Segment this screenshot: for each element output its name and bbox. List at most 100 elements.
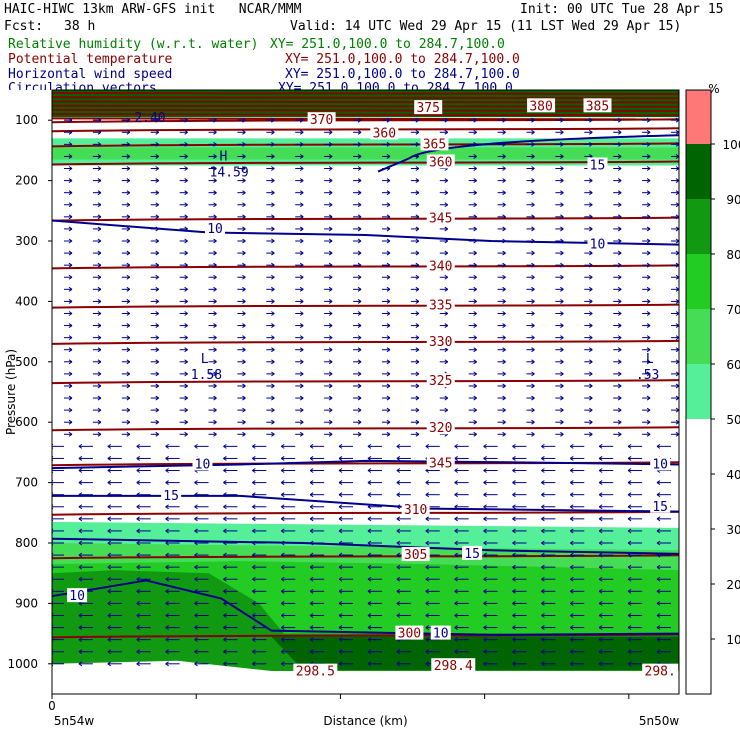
vector-head — [242, 347, 246, 353]
vector-head — [367, 576, 372, 582]
vector-head — [502, 286, 506, 292]
vector-head — [415, 359, 420, 365]
vector-head — [107, 540, 112, 546]
vector-head — [155, 166, 159, 171]
vector-head — [242, 166, 246, 171]
vector-head — [598, 600, 603, 606]
vector-head — [560, 274, 564, 280]
vector-head — [184, 274, 188, 280]
vector-head — [299, 395, 304, 401]
vector-head — [502, 202, 506, 208]
field-wind-name: Horizontal wind speed — [8, 67, 173, 82]
vector-head — [367, 552, 372, 558]
vector-head — [367, 528, 372, 534]
vector-head — [357, 238, 362, 244]
colorbar-tick-label: 100 — [723, 138, 740, 152]
vector-head — [589, 178, 593, 184]
vector-head — [531, 311, 535, 316]
vector-head — [194, 637, 198, 643]
vector-head — [126, 395, 131, 401]
vector-head — [299, 383, 304, 389]
vector-head — [213, 141, 217, 147]
vector-head — [560, 286, 564, 292]
vector-head — [656, 613, 661, 618]
vector-head — [589, 274, 593, 280]
vector-head — [415, 371, 420, 377]
vector-head — [541, 613, 545, 618]
vector-head — [271, 274, 275, 280]
vector-head — [396, 661, 401, 667]
vector-head — [223, 540, 227, 546]
vector-head — [223, 516, 227, 522]
theta-line-upper — [52, 113, 679, 117]
vector-head — [68, 298, 73, 304]
vector-head — [97, 141, 102, 147]
vector-head — [589, 371, 593, 377]
vector-head — [280, 613, 285, 618]
vector-head — [68, 129, 73, 135]
vector-head — [415, 347, 420, 353]
vector-head — [357, 431, 362, 437]
colorbar-tick-label: 40 — [726, 468, 740, 482]
vector-head — [328, 419, 333, 425]
vector-head — [454, 600, 458, 606]
vector-head — [271, 202, 275, 208]
wind-label: 15 — [652, 500, 668, 515]
theta-label-bg — [431, 658, 476, 673]
vector-head — [646, 141, 651, 147]
vector-head — [242, 117, 246, 123]
vector-head — [617, 431, 622, 437]
vector-head — [512, 588, 516, 594]
vector-head — [299, 178, 304, 184]
vector-head — [656, 588, 661, 594]
theta-label-bg — [426, 154, 455, 169]
vector-head — [213, 347, 217, 353]
vector-head — [617, 141, 622, 147]
plot-frame — [51, 89, 680, 695]
theta-label: 360 — [373, 126, 396, 141]
vector-head — [560, 226, 564, 232]
vector-head — [155, 250, 159, 256]
vector-head — [280, 516, 285, 522]
vector-head — [328, 359, 333, 365]
vector-head — [271, 335, 275, 341]
vector-head — [473, 202, 477, 208]
vector-head — [415, 311, 420, 316]
y-tick-label: 800 — [15, 536, 38, 550]
colorbar-bin — [686, 254, 711, 309]
wind-line-jet-tail — [377, 157, 410, 173]
vector-head — [473, 226, 477, 232]
vector-head — [184, 383, 188, 389]
vector-head — [280, 540, 285, 546]
y-axis-label: Pressure (hPa) — [4, 349, 18, 435]
vector-head — [454, 564, 458, 570]
vector-head — [338, 661, 343, 667]
vector-head — [386, 202, 391, 208]
vector-head — [560, 431, 564, 437]
vector-head — [242, 202, 246, 208]
vector-head — [444, 347, 449, 353]
vector-head — [328, 154, 333, 159]
vector-head — [425, 540, 430, 546]
y-tick-label: 600 — [15, 415, 38, 429]
theta-label-bg — [426, 455, 455, 470]
vector-head — [415, 141, 420, 147]
theta-label: 305 — [404, 548, 427, 563]
vector-head — [386, 323, 391, 328]
vector-head — [97, 347, 102, 353]
vector-head — [570, 600, 574, 606]
vector-head — [627, 468, 632, 473]
vector-head — [646, 214, 651, 220]
vector-head — [213, 383, 217, 389]
y-tick-label: 500 — [15, 355, 38, 369]
vector-head — [271, 371, 275, 377]
vector-head — [309, 443, 314, 449]
vector-head — [598, 456, 603, 461]
vector-head — [252, 637, 256, 643]
vector-head — [541, 552, 545, 558]
vector-head — [78, 649, 83, 655]
vector-head — [502, 298, 506, 304]
vector-head — [126, 141, 131, 147]
vector-head — [299, 359, 304, 365]
